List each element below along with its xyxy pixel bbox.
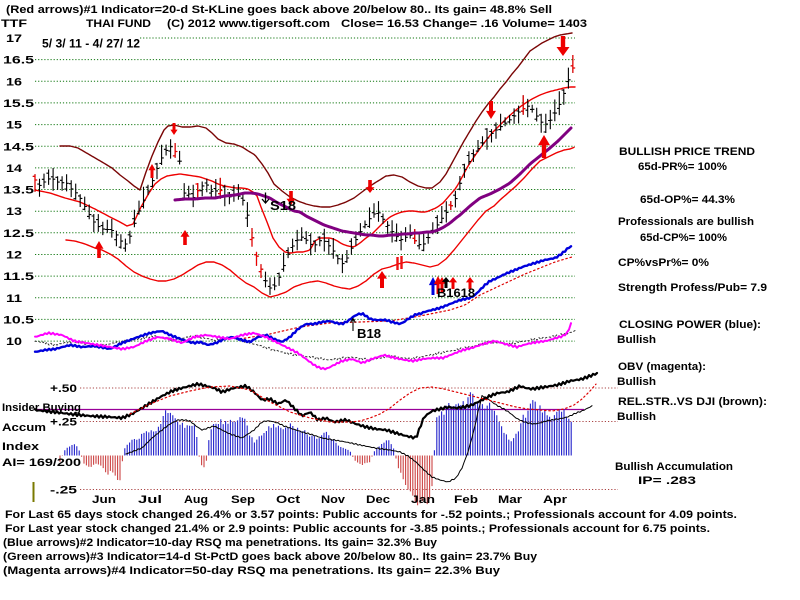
- svg-text:Bullish: Bullish: [617, 411, 656, 423]
- svg-text:CP%vsPr%= 0%: CP%vsPr%= 0%: [618, 257, 709, 269]
- svg-text:Strength Profess/Pub= 7.9: Strength Profess/Pub= 7.9: [618, 282, 767, 294]
- svg-text:65d-OP%= 44.3%: 65d-OP%= 44.3%: [640, 194, 735, 206]
- svg-text:Bullish: Bullish: [617, 334, 656, 346]
- svg-text:Feb: Feb: [454, 494, 478, 506]
- svg-text:Sep: Sep: [231, 494, 255, 506]
- svg-text:S18: S18: [270, 198, 296, 213]
- svg-text:AI= 169/200: AI= 169/200: [2, 457, 81, 469]
- svg-text:Jun: Jun: [92, 494, 116, 506]
- svg-text:+.25: +.25: [50, 417, 77, 429]
- svg-text:13.5: 13.5: [3, 185, 34, 197]
- svg-text:Jul: Jul: [138, 494, 162, 506]
- svg-text:16.5: 16.5: [3, 55, 34, 67]
- svg-text:(Blue arrows)#2 Indicator=10-d: (Blue arrows)#2 Indicator=10-day RSQ ma …: [3, 537, 438, 549]
- svg-text:For Last year stock changed 2: For Last year stock changed 21.4% or 2.9…: [5, 523, 710, 535]
- svg-text:16: 16: [6, 76, 22, 88]
- svg-text:IP= .283: IP= .283: [638, 475, 696, 487]
- svg-text:12: 12: [6, 250, 22, 262]
- svg-text:65d-CP%= 100%: 65d-CP%= 100%: [640, 232, 727, 244]
- svg-text:(C) 2012 www.tigersoft.com: (C) 2012 www.tigersoft.com: [167, 18, 330, 30]
- svg-text:10.5: 10.5: [3, 314, 34, 326]
- svg-text:Jan: Jan: [411, 494, 435, 506]
- svg-text:14: 14: [6, 163, 23, 175]
- svg-text:Bullish Accumulation: Bullish Accumulation: [615, 461, 733, 473]
- svg-text:REL.STR..VS DJI (brown):: REL.STR..VS DJI (brown):: [618, 396, 767, 408]
- svg-text:-.25: -.25: [50, 485, 77, 497]
- svg-text:12.5: 12.5: [3, 228, 34, 240]
- svg-text:Oct: Oct: [276, 494, 300, 506]
- svg-text:Professionals are bullish: Professionals are bullish: [618, 216, 754, 228]
- svg-text:CLOSING POWER (blue):: CLOSING POWER (blue):: [619, 319, 761, 331]
- svg-text:OBV (magenta):: OBV (magenta):: [618, 361, 706, 373]
- svg-text:5/ 3/ 11 - 4/ 27/ 12: 5/ 3/ 11 - 4/ 27/ 12: [42, 39, 140, 51]
- svg-text:11.5: 11.5: [3, 271, 34, 283]
- svg-text:B18: B18: [357, 326, 381, 341]
- svg-text:65d-PR%= 100%: 65d-PR%= 100%: [638, 161, 727, 173]
- svg-text:Aug: Aug: [184, 494, 208, 506]
- svg-text:11: 11: [6, 293, 22, 305]
- svg-text:(Magenta arrows)#4 Indicator=5: (Magenta arrows)#4 Indicator=50-day RSQ …: [3, 565, 501, 577]
- svg-text:Bullish: Bullish: [617, 376, 656, 388]
- svg-text:Mar: Mar: [498, 494, 523, 506]
- svg-text:17: 17: [6, 33, 22, 45]
- svg-text:TTF: TTF: [1, 18, 27, 30]
- svg-text:Index: Index: [2, 441, 40, 453]
- svg-text:Accum: Accum: [2, 422, 46, 434]
- svg-text:10: 10: [6, 336, 22, 348]
- svg-text:THAI FUND: THAI FUND: [86, 18, 151, 30]
- svg-text:BULLISH PRICE TREND: BULLISH PRICE TREND: [619, 146, 755, 158]
- svg-text:Close= 16.53 Change= .16 Vol: Close= 16.53 Change= .16 Volume= 1403: [341, 18, 587, 30]
- svg-text:15: 15: [6, 120, 22, 132]
- svg-text:Dec: Dec: [366, 494, 390, 506]
- svg-text:(Green arrows)#3 Indicator=14-: (Green arrows)#3 Indicator=14-d St-PctD …: [3, 551, 538, 563]
- svg-text:13: 13: [6, 206, 22, 218]
- svg-text:+.50: +.50: [50, 383, 77, 395]
- svg-text:B1618: B1618: [437, 286, 475, 300]
- svg-text:(Red arrows)#1 Indicator=20-d: (Red arrows)#1 Indicator=20-d St-KLine g…: [6, 4, 552, 16]
- svg-text:14.5: 14.5: [3, 141, 34, 153]
- svg-text:Apr: Apr: [543, 494, 568, 506]
- svg-text:Nov: Nov: [321, 494, 346, 506]
- svg-text:Insider Buying: Insider Buying: [2, 402, 81, 414]
- svg-text:For Last 65 days stock changed: For Last 65 days stock changed 26.4% or …: [5, 509, 737, 521]
- svg-text:15.5: 15.5: [3, 98, 34, 110]
